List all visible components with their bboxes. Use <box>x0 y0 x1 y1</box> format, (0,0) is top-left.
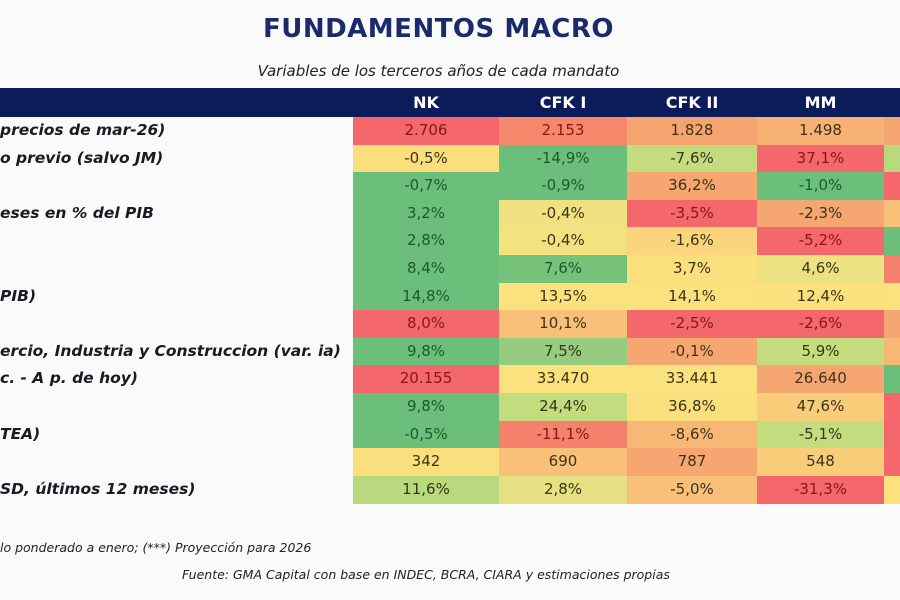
table-cell: -0,7% <box>353 172 499 201</box>
table-cell <box>884 337 900 366</box>
table-cell: -31,3% <box>757 475 884 504</box>
table-cell: -8,6% <box>627 420 757 449</box>
table-cell: -2,3% <box>757 199 884 228</box>
table-cell: -0,5% <box>353 420 499 449</box>
table-cell: 9,8% <box>353 337 499 366</box>
table-cell: 13,5% <box>499 282 627 311</box>
table-cell <box>884 420 900 449</box>
table-cell: -0,4% <box>499 199 627 228</box>
page-subtitle: Variables de los terceros años de cada m… <box>257 62 620 80</box>
table-cell <box>884 282 900 311</box>
row-label: SD, últimos 12 meses) <box>0 479 196 498</box>
table-cell: 14,8% <box>353 282 499 311</box>
table-cell <box>884 448 900 477</box>
table-cell: 2.153 <box>499 117 627 146</box>
column-header: CFK I <box>539 93 587 112</box>
table-cell: 26.640 <box>757 365 884 394</box>
row-label: PIB) <box>0 286 37 305</box>
table-cell: -0,5% <box>353 144 499 173</box>
table-cell: 8,0% <box>353 310 499 339</box>
table-cell: -2,5% <box>627 310 757 339</box>
table-cell: 1.498 <box>757 117 884 146</box>
table-cell: 33.470 <box>499 365 627 394</box>
table-cell: 36,8% <box>627 393 757 422</box>
table-cell: 1.828 <box>627 117 757 146</box>
table-cell <box>884 172 900 201</box>
table-cell: 7,6% <box>499 255 627 284</box>
row-label: TEA) <box>0 424 41 443</box>
table-cell: 20.155 <box>353 365 499 394</box>
column-header: MM <box>804 93 837 112</box>
table-cell <box>884 144 900 173</box>
table-cell: 24,4% <box>499 393 627 422</box>
table-cell: 787 <box>627 448 757 477</box>
row-label: eses en % del PIB <box>0 203 155 222</box>
table-cell <box>884 227 900 256</box>
table-cell: -3,5% <box>627 199 757 228</box>
table-cell: 2,8% <box>499 475 627 504</box>
table-cell: -0,9% <box>499 172 627 201</box>
table-cell <box>884 117 900 146</box>
table-cell: 33.441 <box>627 365 757 394</box>
table-cell <box>884 393 900 422</box>
table-cell: 12,4% <box>757 282 884 311</box>
source-note: Fuente: GMA Capital con base en INDEC, B… <box>182 567 670 582</box>
column-header: CFK II <box>665 93 719 112</box>
table-cell: -7,6% <box>627 144 757 173</box>
column-header: NK <box>413 93 439 112</box>
footnote: lo ponderado a enero; (***) Proyección p… <box>0 540 312 555</box>
page-title: FUNDAMENTOS MACRO <box>262 14 615 44</box>
table-cell: -11,1% <box>499 420 627 449</box>
table-cell <box>884 255 900 284</box>
table-cell: 14,1% <box>627 282 757 311</box>
column-header <box>884 88 900 117</box>
table-cell <box>884 475 900 504</box>
table-cell: 8,4% <box>353 255 499 284</box>
table-cell: 3,2% <box>353 199 499 228</box>
row-label: o previo (salvo JM) <box>0 148 164 167</box>
table-cell <box>884 365 900 394</box>
table-cell: -5,0% <box>627 475 757 504</box>
table-cell: 10,1% <box>499 310 627 339</box>
table-cell: -5,2% <box>757 227 884 256</box>
table-cell: 3,7% <box>627 255 757 284</box>
table-cell: -1,6% <box>627 227 757 256</box>
table-cell: 690 <box>499 448 627 477</box>
table-cell: 2,8% <box>353 227 499 256</box>
table-cell: -14,9% <box>499 144 627 173</box>
table-cell: 5,9% <box>757 337 884 366</box>
table-cell <box>884 199 900 228</box>
table-cell: 9,8% <box>353 393 499 422</box>
table-header: NK CFK I CFK II MM <box>0 88 900 117</box>
row-label: precios de mar-26) <box>0 121 166 139</box>
table-cell: 47,6% <box>757 393 884 422</box>
row-label: ercio, Industria y Construccion (var. ia… <box>0 341 341 360</box>
table-cell: 7,5% <box>499 337 627 366</box>
table-cell: 36,2% <box>627 172 757 201</box>
table-cell <box>884 310 900 339</box>
table-cell: -0,4% <box>499 227 627 256</box>
table-cell: 37,1% <box>757 144 884 173</box>
table-cell: 342 <box>353 448 499 477</box>
table-cell: -1,0% <box>757 172 884 201</box>
table-cell: 548 <box>757 448 884 477</box>
table-cell: -0,1% <box>627 337 757 366</box>
table-cell: 2.706 <box>353 117 499 146</box>
table-cell: 11,6% <box>353 475 499 504</box>
table-cell: 4,6% <box>757 255 884 284</box>
row-label: c. - A p. de hoy) <box>0 369 138 388</box>
table-cell: -5,1% <box>757 420 884 449</box>
table-cell: -2,6% <box>757 310 884 339</box>
